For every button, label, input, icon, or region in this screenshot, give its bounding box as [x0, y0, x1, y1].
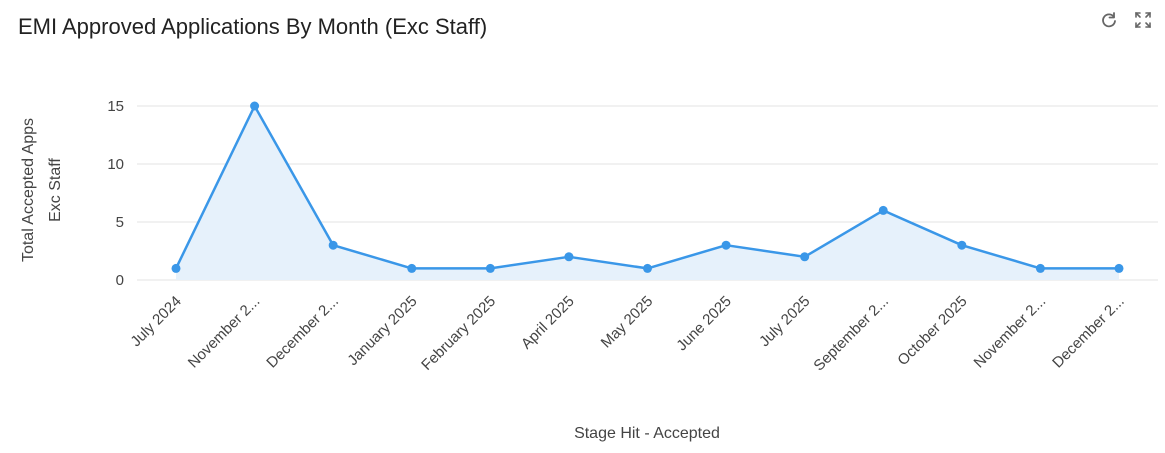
y-tick-label: 5 — [116, 214, 124, 231]
data-point — [1114, 263, 1124, 273]
data-point — [957, 240, 967, 250]
x-tick-label: June 2025 — [673, 293, 735, 355]
series-area — [176, 106, 1119, 280]
x-tick-label: July 2025 — [756, 293, 813, 350]
x-tick-label: May 2025 — [598, 293, 657, 352]
chart-title: EMI Approved Applications By Month (Exc … — [18, 14, 488, 39]
x-tick-label: April 2025 — [518, 293, 578, 353]
expand-icon — [1135, 12, 1151, 28]
y-axis-title-line: Total Accepted Apps — [20, 118, 37, 262]
x-tick-label: July 2024 — [127, 293, 184, 350]
x-tick-label: December 2... — [1049, 293, 1128, 372]
x-tick-label: November 2... — [185, 293, 264, 372]
y-axis-title: Total Accepted Apps Exc Staff — [20, 118, 64, 262]
data-point — [485, 263, 495, 273]
data-point — [250, 101, 260, 111]
x-tick-label: February 2025 — [418, 293, 499, 374]
data-point — [564, 252, 574, 262]
chart-toolbar — [1097, 8, 1155, 32]
x-tick-label: January 2025 — [344, 293, 420, 369]
x-tick-label: September 2... — [810, 293, 892, 375]
data-point — [800, 252, 810, 262]
x-axis-title: Stage Hit - Accepted — [574, 425, 720, 442]
data-point — [643, 263, 652, 273]
data-point — [721, 240, 731, 250]
expand-button[interactable] — [1131, 8, 1155, 32]
y-tick-label: 0 — [116, 272, 124, 289]
y-tick-label: 15 — [107, 98, 124, 115]
x-tick-label: October 2025 — [894, 293, 970, 369]
data-point — [878, 205, 888, 215]
data-point — [1035, 263, 1045, 273]
y-tick-label: 10 — [107, 156, 124, 173]
x-tick-label: December 2... — [263, 293, 342, 372]
refresh-icon — [1102, 12, 1116, 28]
y-axis-title-line: Exc Staff — [47, 158, 64, 222]
refresh-button[interactable] — [1097, 8, 1121, 32]
data-point — [407, 263, 417, 273]
x-tick-label: November 2... — [971, 293, 1050, 372]
data-point — [328, 240, 338, 250]
data-point — [171, 263, 181, 273]
